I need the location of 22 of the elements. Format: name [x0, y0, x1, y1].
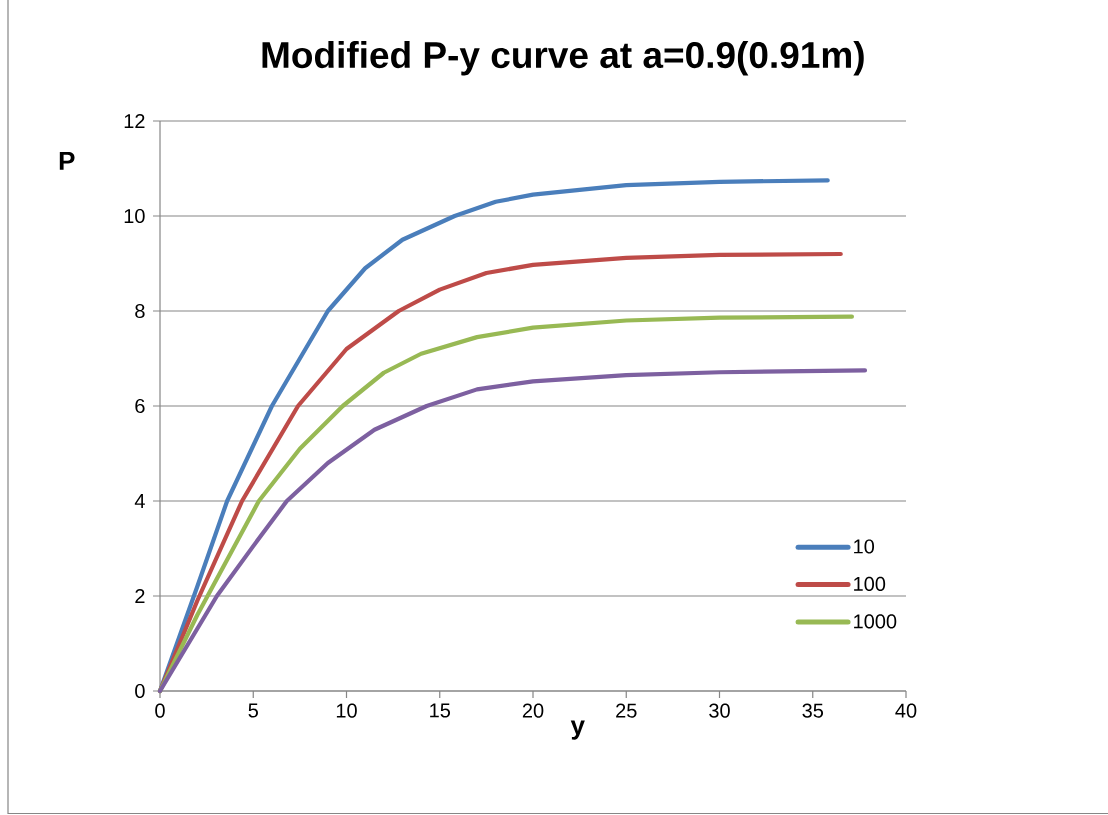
y-tick-label: 2 — [135, 589, 145, 603]
x-tick-label: 40 — [895, 703, 917, 718]
y-tick-label: 4 — [134, 494, 145, 508]
chart-title: Modified P-y curve at a=0.9(0.91m) — [262, 40, 864, 76]
x-tick-label: 0 — [155, 703, 165, 718]
x-tick-label: 25 — [616, 703, 637, 718]
x-tick-label: 35 — [802, 703, 824, 718]
y-axis-title: P — [59, 151, 75, 170]
legend-label: 10 — [854, 539, 875, 554]
x-tick-label: 5 — [248, 703, 258, 718]
x-tick-label: 10 — [336, 703, 357, 718]
x-tick-label: 30 — [709, 703, 730, 718]
y-tick-label: 12 — [124, 114, 145, 128]
x-axis-title: y — [570, 720, 585, 740]
y-tick-label: 8 — [135, 303, 145, 319]
x-tick-label: 15 — [430, 703, 451, 718]
legend-label: 1000 — [854, 614, 897, 629]
legend-label: 100 — [854, 576, 886, 592]
y-tick-label: 6 — [135, 398, 145, 414]
y-tick-label: 0 — [135, 683, 145, 699]
y-tick-label: 10 — [124, 208, 145, 224]
x-tick-label: 20 — [522, 703, 544, 718]
